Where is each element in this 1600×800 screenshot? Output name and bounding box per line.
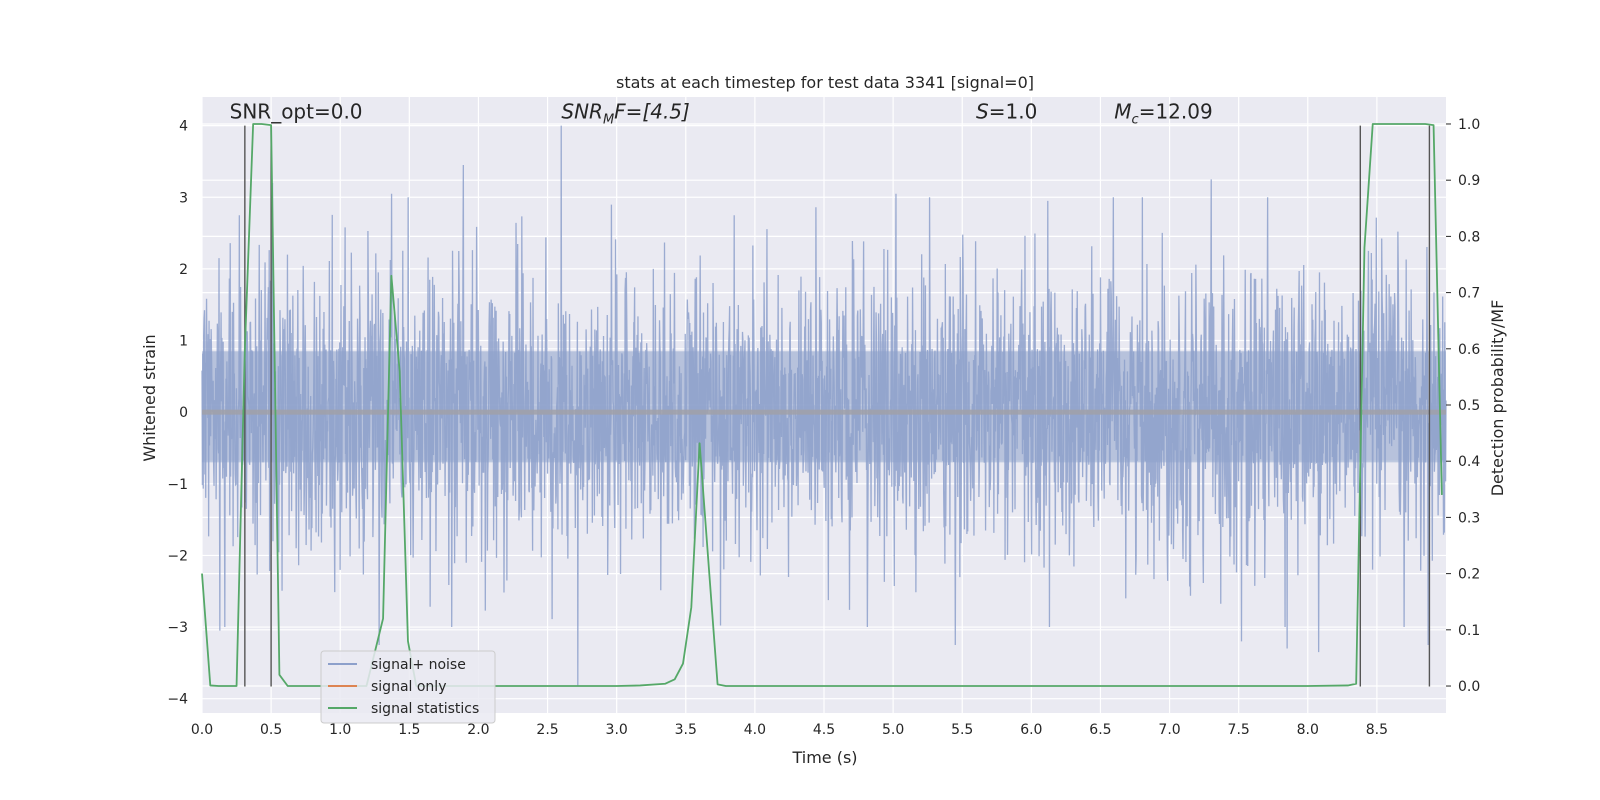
annotations: SNR_opt=0.0 SNRMF=[4.5] S=1.0 Mc=12.09 [230,99,1213,127]
legend-label-signal-noise: signal+ noise [371,657,466,673]
annotation-snr-opt: SNR_opt=0.0 [230,99,363,123]
x-tick-label-8: 4.0 [744,722,766,738]
y-tick-label-2: −2 [167,548,188,564]
x-tick-label-11: 5.5 [951,722,973,738]
y-axis-label: Whitened strain [140,334,159,461]
y-tick-label-0: −4 [167,692,188,708]
x-tick-label-4: 2.0 [467,722,489,738]
y-tick-label-right-10: 1.0 [1458,117,1480,133]
y-tick-label-right-9: 0.9 [1458,173,1480,189]
y-tick-label-6: 2 [179,262,188,278]
x-tick-label-10: 5.0 [882,722,904,738]
x-tick-label-0: 0.0 [191,722,213,738]
y-tick-label-right-2: 0.2 [1458,567,1480,583]
y-tick-label-1: −3 [167,620,188,636]
x-tick-label-16: 8.0 [1297,722,1319,738]
vertical-markers [244,125,1431,687]
annotation-mc-value: Mc=12.09 [1114,99,1212,127]
noise-dense-band [202,351,1446,463]
chart-title: stats at each timestep for test data 334… [616,73,1034,92]
signal-statistics-line [201,123,1443,687]
y-tick-label-right-8: 0.8 [1458,229,1480,245]
y-tick-label-8: 4 [179,119,188,135]
y-tick-label-right-4: 0.4 [1458,454,1480,470]
legend-label-signal-statistics: signal statistics [371,701,479,717]
x-tick-label-9: 4.5 [813,722,835,738]
x-axis-label: Time (s) [791,748,857,767]
series-signal-statistics [201,123,1443,687]
x-tick-label-3: 1.5 [398,722,420,738]
y-axis-label-right: Detection probability/MF [1488,300,1507,497]
x-tick-label-6: 3.0 [606,722,628,738]
y-tick-label-right-1: 0.1 [1458,623,1480,639]
x-tick-label-2: 1.0 [329,722,351,738]
legend-label-signal-only: signal only [371,679,446,695]
y-tick-label-3: −1 [167,477,188,493]
y-tick-label-right-0: 0.0 [1458,679,1480,695]
y-tick-label-7: 3 [179,190,188,206]
x-tick-label-7: 3.5 [675,722,697,738]
legend-frame [320,650,496,724]
annotation-s-value: S=1.0 [976,99,1037,123]
y-tick-label-right-5: 0.5 [1458,398,1480,414]
x-tick-label-13: 6.5 [1089,722,1111,738]
x-tick-label-12: 6.0 [1020,722,1042,738]
x-tick-label-1: 0.5 [260,722,282,738]
y-axis-ticks-left: −4 −3 −2 −1 0 1 2 3 4 [167,119,188,708]
x-tick-label-5: 2.5 [536,722,558,738]
series-signal-noise [201,125,1447,687]
y-axis-ticks-right: 0.0 0.1 0.2 0.3 0.4 0.5 0.6 0.7 0.8 0.9 1.0 [1446,117,1480,695]
x-tick-label-17: 8.5 [1366,722,1388,738]
annotation-snr-mf: SNRMF=[4.5] [561,99,689,127]
y-tick-label-5: 1 [179,334,188,350]
x-tick-label-15: 7.5 [1228,722,1250,738]
y-tick-label-right-7: 0.7 [1458,286,1480,302]
x-tick-label-14: 7.0 [1158,722,1180,738]
y-tick-label-right-3: 0.3 [1458,510,1480,526]
y-tick-label-4: 0 [179,405,188,421]
legend: signal+ noise signal only signal statist… [320,650,496,724]
x-axis-ticks: 0.0 0.5 1.0 1.5 2.0 2.5 3.0 3.5 4.0 4.5 5.0 5.5 6.0 6… [191,722,1388,738]
y-tick-label-right-6: 0.6 [1458,342,1480,358]
